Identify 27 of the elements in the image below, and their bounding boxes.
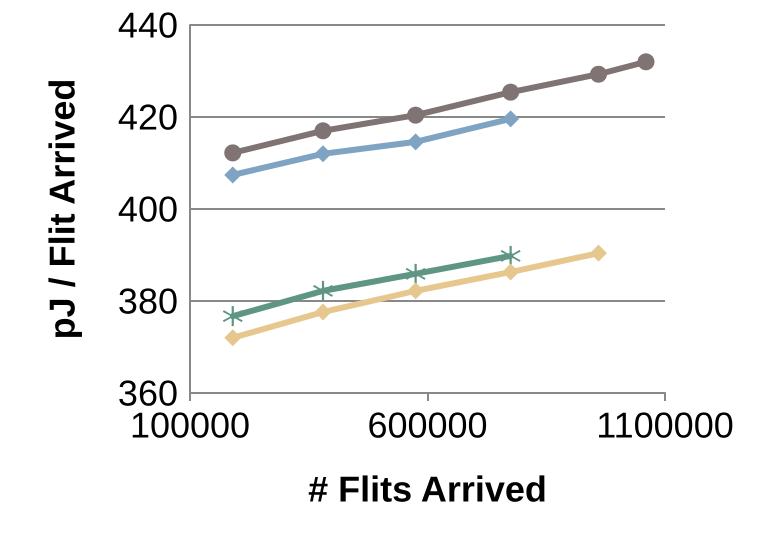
- point: [314, 304, 332, 321]
- point: [314, 122, 332, 140]
- point: [590, 66, 607, 83]
- point: [407, 282, 424, 300]
- point: [638, 53, 654, 70]
- y-axis-title: pJ / Flit Arrived: [42, 78, 82, 340]
- x-tick-label: 600000: [367, 404, 488, 446]
- point: [224, 166, 242, 184]
- x-axis-title: # Flits Arrived: [308, 468, 547, 510]
- point: [502, 110, 520, 128]
- point: [314, 145, 332, 162]
- point: [407, 133, 424, 150]
- point: [502, 264, 520, 281]
- point: [224, 329, 242, 346]
- point: [313, 280, 333, 301]
- y-tick-label: 420: [118, 96, 178, 138]
- point: [406, 264, 426, 284]
- y-tick-label: 440: [118, 4, 178, 46]
- x-tick-label: 1100000: [596, 404, 734, 446]
- y-tick-label: 400: [118, 188, 178, 230]
- point: [590, 244, 607, 262]
- point: [222, 306, 243, 326]
- point: [500, 246, 521, 266]
- point: [224, 144, 242, 162]
- y-tick-label: 380: [118, 280, 178, 322]
- point: [407, 106, 424, 124]
- point: [502, 84, 520, 101]
